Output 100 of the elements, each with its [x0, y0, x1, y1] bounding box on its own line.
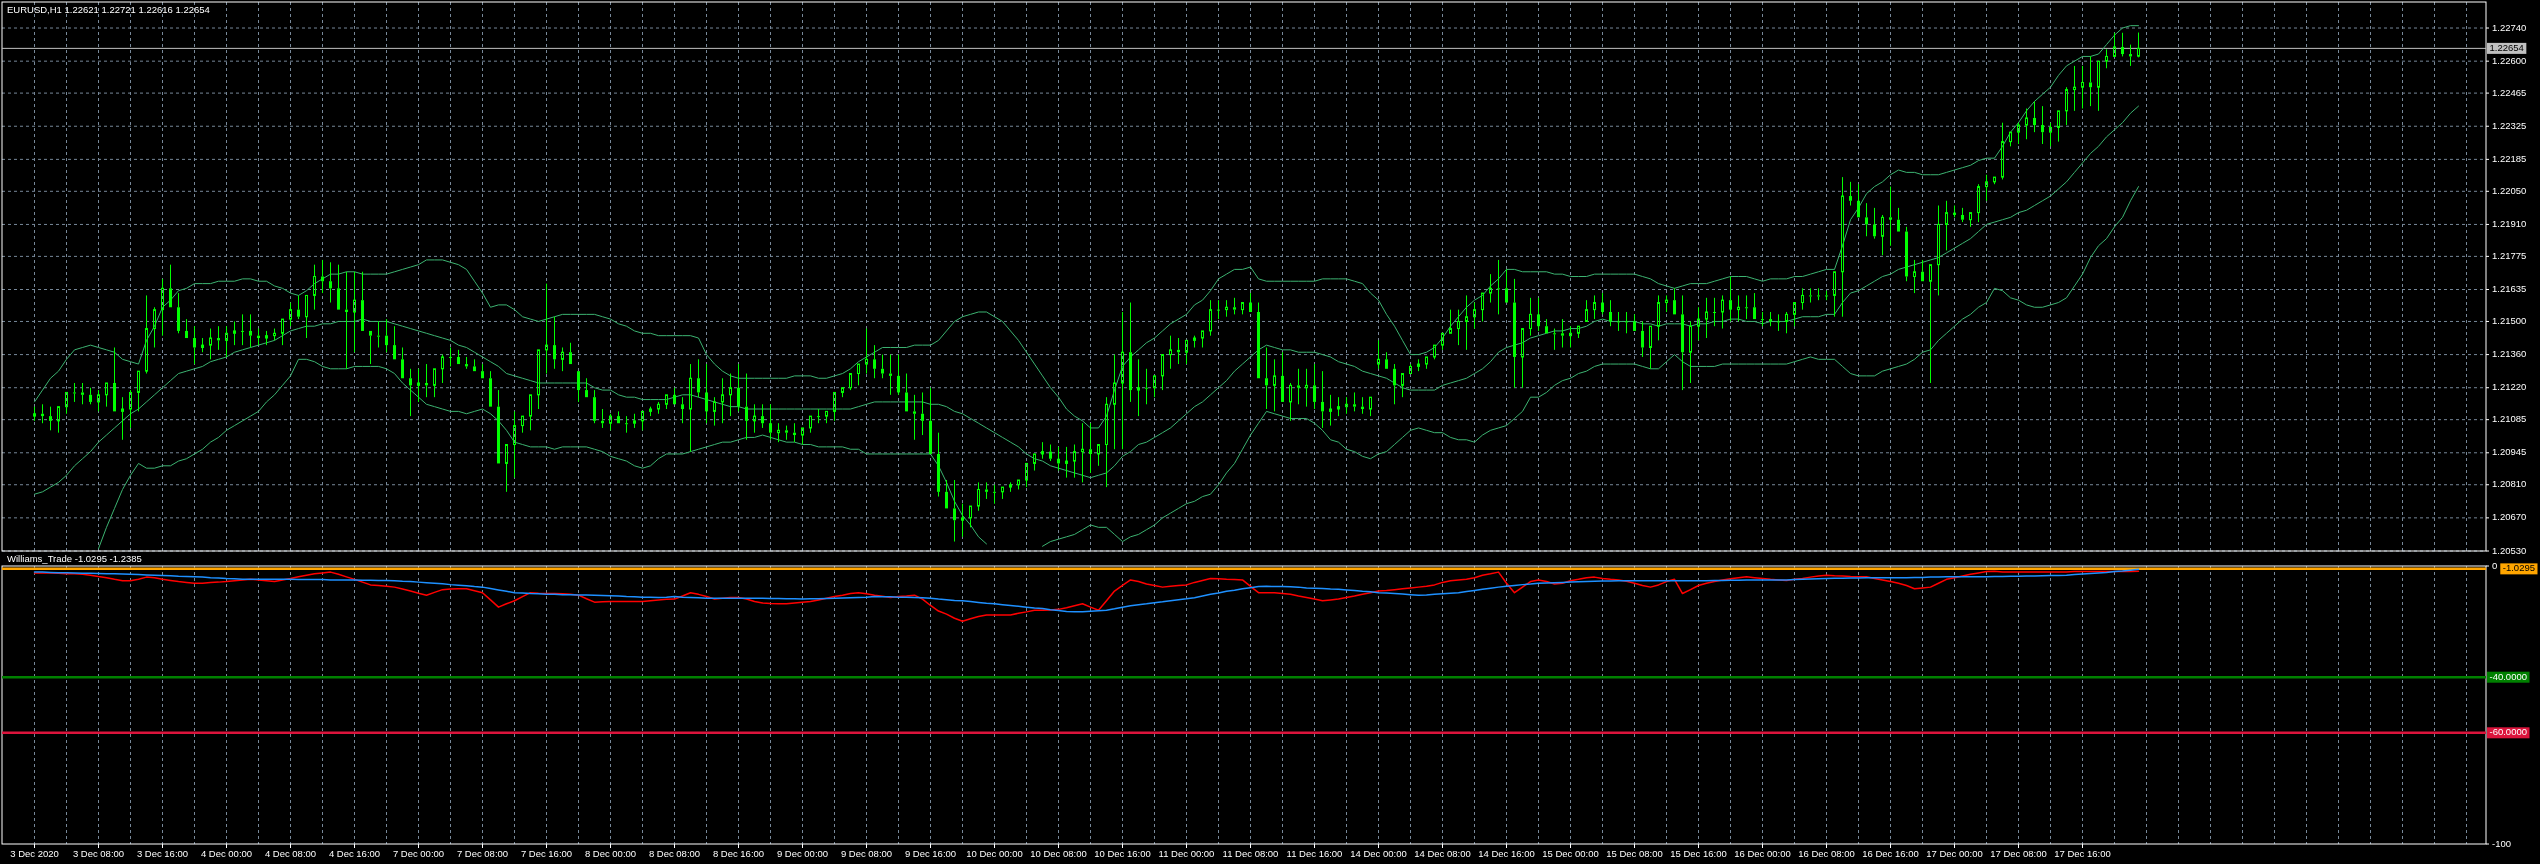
x-tick-label: 9 Dec 16:00: [904, 848, 957, 859]
candlestick: [689, 363, 692, 453]
candlestick: [497, 389, 500, 464]
candlestick: [977, 481, 980, 512]
y-tick-label: 1.22740: [2492, 21, 2527, 33]
x-tick-label: 11 Dec 08:00: [1222, 848, 1279, 859]
candlestick: [1137, 358, 1140, 417]
y-tick-label: 1.21220: [2492, 381, 2527, 393]
candlestick: [1529, 297, 1532, 337]
candlestick: [241, 313, 244, 346]
candlestick: [305, 294, 308, 339]
candlestick: [553, 316, 556, 370]
candlestick: [1097, 444, 1100, 467]
candlestick: [1969, 212, 1972, 228]
candlestick: [385, 318, 388, 353]
candlestick: [1505, 268, 1508, 303]
candlestick: [329, 261, 332, 304]
x-tick-label: 3 Dec 2020: [10, 848, 59, 859]
x-tick-label: 11 Dec 16:00: [1286, 848, 1343, 859]
y-tick-label: 1.20945: [2492, 446, 2527, 458]
candlestick: [1001, 486, 1004, 500]
candlestick: [433, 368, 436, 398]
candlestick: [1457, 309, 1460, 346]
candlestick: [993, 484, 996, 505]
candlestick: [729, 373, 732, 417]
chart-title: Williams_Trade -1.0295 -1.2385: [7, 553, 142, 564]
candlestick: [1761, 311, 1764, 327]
candlestick: [1785, 311, 1788, 334]
candlestick: [153, 306, 156, 348]
candlestick: [1929, 264, 1932, 384]
candlestick: [113, 346, 116, 412]
candlestick: [1681, 294, 1684, 391]
candlestick: [1273, 358, 1276, 412]
candlestick: [161, 278, 164, 337]
line-series: [34, 105, 2139, 495]
candlestick: [721, 377, 724, 424]
candlestick: [225, 325, 228, 358]
x-tick-label: 10 Dec 00:00: [966, 848, 1023, 859]
candlestick: [961, 503, 964, 538]
candlestick: [577, 371, 580, 403]
candlestick: [2113, 32, 2116, 57]
candlestick: [529, 394, 532, 431]
candlestick: [177, 292, 180, 334]
candlestick: [1833, 271, 1836, 318]
candlestick: [713, 396, 716, 427]
candlestick: [449, 346, 452, 367]
candlestick: [1721, 294, 1724, 330]
candlestick: [1049, 444, 1052, 462]
candlestick: [1233, 297, 1236, 315]
candlestick: [1041, 441, 1044, 460]
candlestick: [881, 354, 884, 379]
ref-line-label: 1.22654: [2489, 41, 2524, 53]
x-tick-label: 3 Dec 08:00: [72, 848, 125, 859]
candlestick: [1585, 299, 1588, 322]
candlestick: [865, 328, 868, 375]
candlestick: [89, 387, 92, 405]
candlestick: [1977, 183, 1980, 223]
candlestick: [313, 264, 316, 311]
candlestick: [1649, 325, 1652, 370]
candlestick: [905, 373, 908, 412]
candlestick: [1121, 311, 1124, 450]
candlestick: [697, 358, 700, 398]
x-tick-label: 14 Dec 00:00: [1350, 848, 1407, 859]
candlestick: [2121, 32, 2124, 57]
candlestick: [209, 328, 212, 360]
candlestick: [2105, 48, 2108, 69]
x-tick-label: 17 Dec 16:00: [2054, 848, 2111, 859]
x-tick-label: 14 Dec 16:00: [1478, 848, 1535, 859]
candlestick: [585, 377, 588, 398]
candlestick: [129, 389, 132, 429]
candlestick: [1385, 351, 1388, 369]
candlestick: [185, 318, 188, 339]
candlestick: [1489, 273, 1492, 304]
x-tick-label: 17 Dec 08:00: [1990, 848, 2047, 859]
candlestick: [505, 444, 508, 493]
candlestick: [873, 344, 876, 379]
ref-line-label: -1.0295: [2502, 562, 2536, 574]
candlestick: [1313, 363, 1316, 410]
candlestick: [1993, 176, 1996, 185]
x-tick-label: 11 Dec 00:00: [1158, 848, 1215, 859]
candlestick: [849, 373, 852, 391]
candlestick: [105, 382, 108, 408]
candlestick: [1377, 339, 1380, 370]
candlestick: [1889, 186, 1892, 247]
candlestick: [641, 410, 644, 431]
x-tick-label: 9 Dec 00:00: [776, 848, 829, 859]
candlestick: [1217, 299, 1220, 320]
candlestick: [753, 403, 756, 434]
candlestick: [377, 320, 380, 348]
candlestick: [1265, 346, 1268, 410]
candlestick: [1625, 311, 1628, 334]
candlestick: [1657, 294, 1660, 341]
candlestick: [1401, 373, 1404, 398]
candlestick: [2001, 122, 2004, 180]
candlestick: [297, 294, 300, 320]
candlestick: [81, 382, 84, 405]
x-tick-label: 4 Dec 16:00: [328, 848, 381, 859]
candlestick: [1481, 292, 1484, 322]
ref-line-label: -60.0000: [2489, 726, 2528, 738]
x-tick-label: 8 Dec 00:00: [584, 848, 637, 859]
